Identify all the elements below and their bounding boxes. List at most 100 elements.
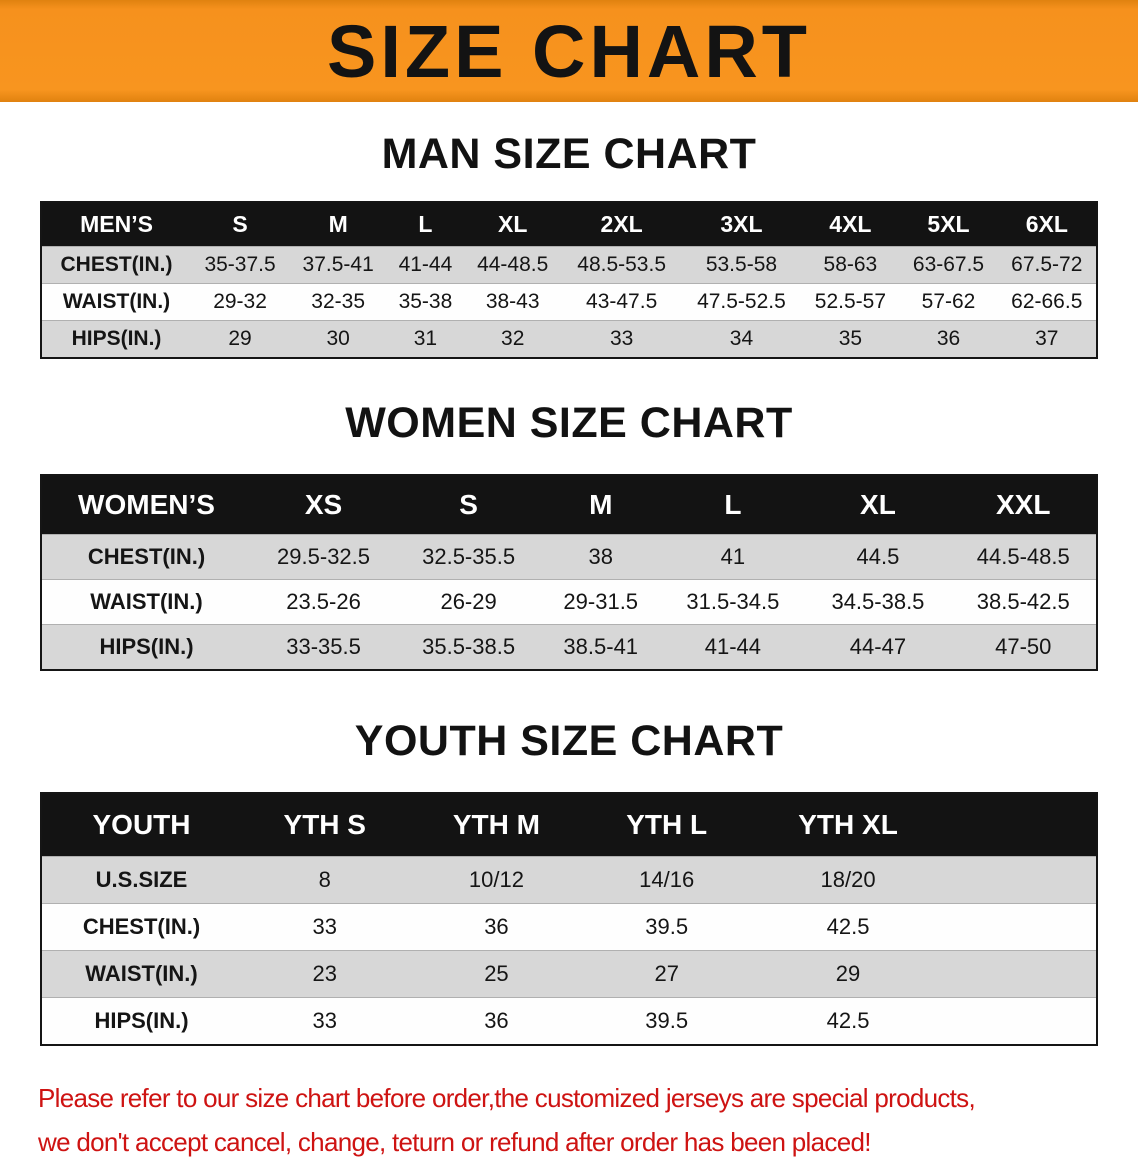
size-value: 48.5-53.5 (561, 246, 682, 284)
row-label: WAIST(IN.) (41, 283, 191, 321)
size-column-header: 3XL (681, 202, 802, 247)
size-value: 41-44 (387, 246, 464, 284)
table-header-row: YOUTH YTH S YTH M YTH L YTH XL (41, 793, 1097, 857)
size-column-header: L (660, 475, 806, 535)
size-column-header: YTH S (241, 793, 409, 857)
spacer-cell (947, 793, 1097, 857)
size-value: 44-48.5 (463, 246, 562, 284)
size-column-header: XL (463, 202, 562, 247)
table-row: CHEST(IN.) 33 36 39.5 42.5 (41, 903, 1097, 951)
size-value: 33 (241, 997, 409, 1045)
women-size-table: WOMEN’S XS S M L XL XXL CHEST(IN.) 29.5-32.5 32.5… (40, 474, 1098, 671)
table-corner-label: WOMEN’S (41, 475, 251, 535)
row-label: WAIST(IN.) (41, 950, 241, 998)
notice-line-1: Please refer to our size chart before or… (38, 1083, 976, 1113)
size-value: 44.5 (805, 534, 951, 580)
size-value: 25 (408, 950, 585, 998)
size-column-header: L (387, 202, 464, 247)
size-value: 35.5-38.5 (396, 624, 542, 670)
size-value: 41 (660, 534, 806, 580)
spacer-cell (947, 903, 1097, 951)
table-row: HIPS(IN.) 33 36 39.5 42.5 (41, 997, 1097, 1045)
men-size-table: MEN’S S M L XL 2XL 3XL 4XL 5XL 6XL CHEST(IN.) 35-37… (40, 201, 1098, 359)
size-column-header: XXL (950, 475, 1097, 535)
size-value: 63-67.5 (899, 246, 998, 284)
size-value: 38-43 (463, 283, 562, 321)
size-value: 32.5-35.5 (396, 534, 542, 580)
table-header-row: MEN’S S M L XL 2XL 3XL 4XL 5XL 6XL (41, 202, 1097, 247)
size-value: 36 (899, 320, 998, 358)
section-youth: YOUTH SIZE CHART YOUTH YTH S YTH M YTH L YTH… (0, 671, 1138, 1046)
row-label: HIPS(IN.) (41, 320, 191, 358)
table-row: HIPS(IN.) 33-35.5 35.5-38.5 38.5-41 41-44 44-… (41, 624, 1097, 670)
section-men: MAN SIZE CHART MEN’S S M L XL 2XL 3XL 4XL 5XL 6XL… (0, 102, 1138, 359)
size-value: 31 (387, 320, 464, 358)
size-column-header: M (541, 475, 661, 535)
size-value: 36 (408, 903, 585, 951)
size-value: 38.5-42.5 (950, 579, 1097, 625)
row-label: HIPS(IN.) (41, 624, 251, 670)
size-value: 38.5-41 (541, 624, 661, 670)
size-value: 32 (463, 320, 562, 358)
size-value: 14/16 (584, 856, 750, 904)
size-column-header: YTH L (584, 793, 750, 857)
size-value: 35-37.5 (191, 246, 290, 284)
spacer-cell (947, 997, 1097, 1045)
size-value: 33 (561, 320, 682, 358)
size-value: 52.5-57 (801, 283, 900, 321)
size-column-header: 4XL (801, 202, 900, 247)
size-value: 33-35.5 (251, 624, 397, 670)
table-corner-label: YOUTH (41, 793, 241, 857)
banner: SIZE CHART (0, 0, 1138, 102)
size-value: 44.5-48.5 (950, 534, 1097, 580)
size-column-header: S (191, 202, 290, 247)
size-value: 29 (191, 320, 290, 358)
size-value: 29-31.5 (541, 579, 661, 625)
size-value: 35 (801, 320, 900, 358)
size-value: 67.5-72 (997, 246, 1097, 284)
size-value: 35-38 (387, 283, 464, 321)
size-value: 43-47.5 (561, 283, 682, 321)
spacer-cell (947, 856, 1097, 904)
size-column-header: 5XL (899, 202, 998, 247)
size-value: 37 (997, 320, 1097, 358)
size-column-header: XS (251, 475, 397, 535)
size-value: 8 (241, 856, 409, 904)
size-value: 57-62 (899, 283, 998, 321)
page-title: SIZE CHART (327, 9, 811, 93)
size-value: 32-35 (289, 283, 388, 321)
size-value: 36 (408, 997, 585, 1045)
table-row: U.S.SIZE 8 10/12 14/16 18/20 (41, 856, 1097, 904)
section-women: WOMEN SIZE CHART WOMEN’S XS S M L XL XXL CHEST(… (0, 359, 1138, 671)
size-value: 30 (289, 320, 388, 358)
row-label: CHEST(IN.) (41, 903, 241, 951)
footer-notice: Please refer to our size chart before or… (38, 1076, 1100, 1164)
size-column-header: XL (805, 475, 951, 535)
size-value: 47-50 (950, 624, 1097, 670)
table-header-row: WOMEN’S XS S M L XL XXL (41, 475, 1097, 535)
size-value: 27 (584, 950, 750, 998)
size-value: 34.5-38.5 (805, 579, 951, 625)
size-value: 39.5 (584, 997, 750, 1045)
size-column-header: YTH XL (749, 793, 947, 857)
size-value: 47.5-52.5 (681, 283, 802, 321)
size-value: 41-44 (660, 624, 806, 670)
table-row: WAIST(IN.) 23 25 27 29 (41, 950, 1097, 998)
size-value: 37.5-41 (289, 246, 388, 284)
size-value: 42.5 (749, 997, 947, 1045)
table-row: CHEST(IN.) 35-37.5 37.5-41 41-44 44-48.5 48.5… (41, 246, 1097, 284)
row-label: CHEST(IN.) (41, 246, 191, 284)
table-corner-label: MEN’S (41, 202, 191, 247)
row-label: WAIST(IN.) (41, 579, 251, 625)
size-value: 44-47 (805, 624, 951, 670)
size-value: 53.5-58 (681, 246, 802, 284)
size-value: 38 (541, 534, 661, 580)
size-value: 26-29 (396, 579, 542, 625)
table-row: WAIST(IN.) 29-32 32-35 35-38 38-43 43-47.5 47.… (41, 283, 1097, 321)
size-value: 62-66.5 (997, 283, 1097, 321)
row-label: CHEST(IN.) (41, 534, 251, 580)
table-row: WAIST(IN.) 23.5-26 26-29 29-31.5 31.5-34.5 34… (41, 579, 1097, 625)
size-value: 10/12 (408, 856, 585, 904)
youth-size-table: YOUTH YTH S YTH M YTH L YTH XL U.S.SIZE 8 10/12… (40, 792, 1098, 1046)
